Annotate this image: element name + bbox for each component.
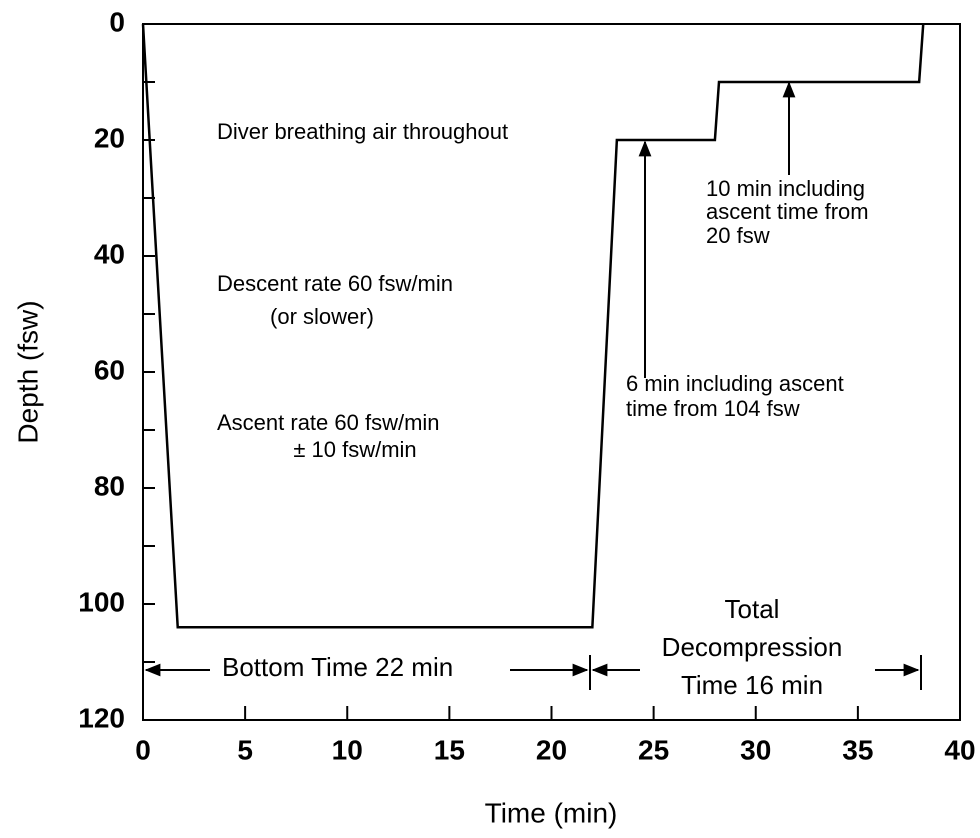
- y-tick-label: 80: [94, 470, 125, 501]
- line: [141, 23, 925, 629]
- y-axis-title: Depth (fsw): [12, 300, 43, 443]
- annotation: Total: [725, 594, 780, 624]
- y-tick-label: 0: [109, 6, 125, 37]
- annotation: 20 fsw: [706, 223, 770, 248]
- annotation: Bottom Time 22 min: [222, 652, 453, 682]
- annotation: ascent time from: [706, 199, 869, 224]
- annotation: time from 104 fsw: [626, 396, 800, 421]
- y-tick-label: 20: [94, 122, 125, 153]
- x-tick-label: 25: [638, 734, 669, 765]
- x-tick-label: 10: [332, 734, 363, 765]
- x-tick-label: 0: [135, 734, 151, 765]
- annotation: Diver breathing air throughout: [217, 119, 508, 144]
- y-tick-label: 100: [78, 586, 125, 617]
- annotation: Ascent rate 60 fsw/min: [217, 410, 440, 435]
- y-tick-label: 120: [78, 702, 125, 733]
- x-tick-label: 5: [237, 734, 253, 765]
- x-tick-label: 30: [740, 734, 771, 765]
- x-axis-title: Time (min): [485, 797, 618, 828]
- annotation-arrows: [142, 81, 922, 690]
- annotation: Time 16 min: [681, 670, 823, 700]
- x-tick-label: 40: [944, 734, 975, 765]
- annotation: Descent rate 60 fsw/min: [217, 271, 453, 296]
- x-tick-label: 20: [536, 734, 567, 765]
- annotation: 6 min including ascent: [626, 371, 844, 396]
- annotation: Decompression: [662, 632, 843, 662]
- annotation: ± 10 fsw/min: [293, 437, 416, 462]
- y-tick-label: 60: [94, 354, 125, 385]
- annotation: 10 min including: [706, 176, 865, 201]
- y-tick-label: 40: [94, 238, 125, 269]
- x-tick-label: 35: [842, 734, 873, 765]
- x-tick-label: 15: [434, 734, 465, 765]
- annotation: (or slower): [270, 304, 374, 329]
